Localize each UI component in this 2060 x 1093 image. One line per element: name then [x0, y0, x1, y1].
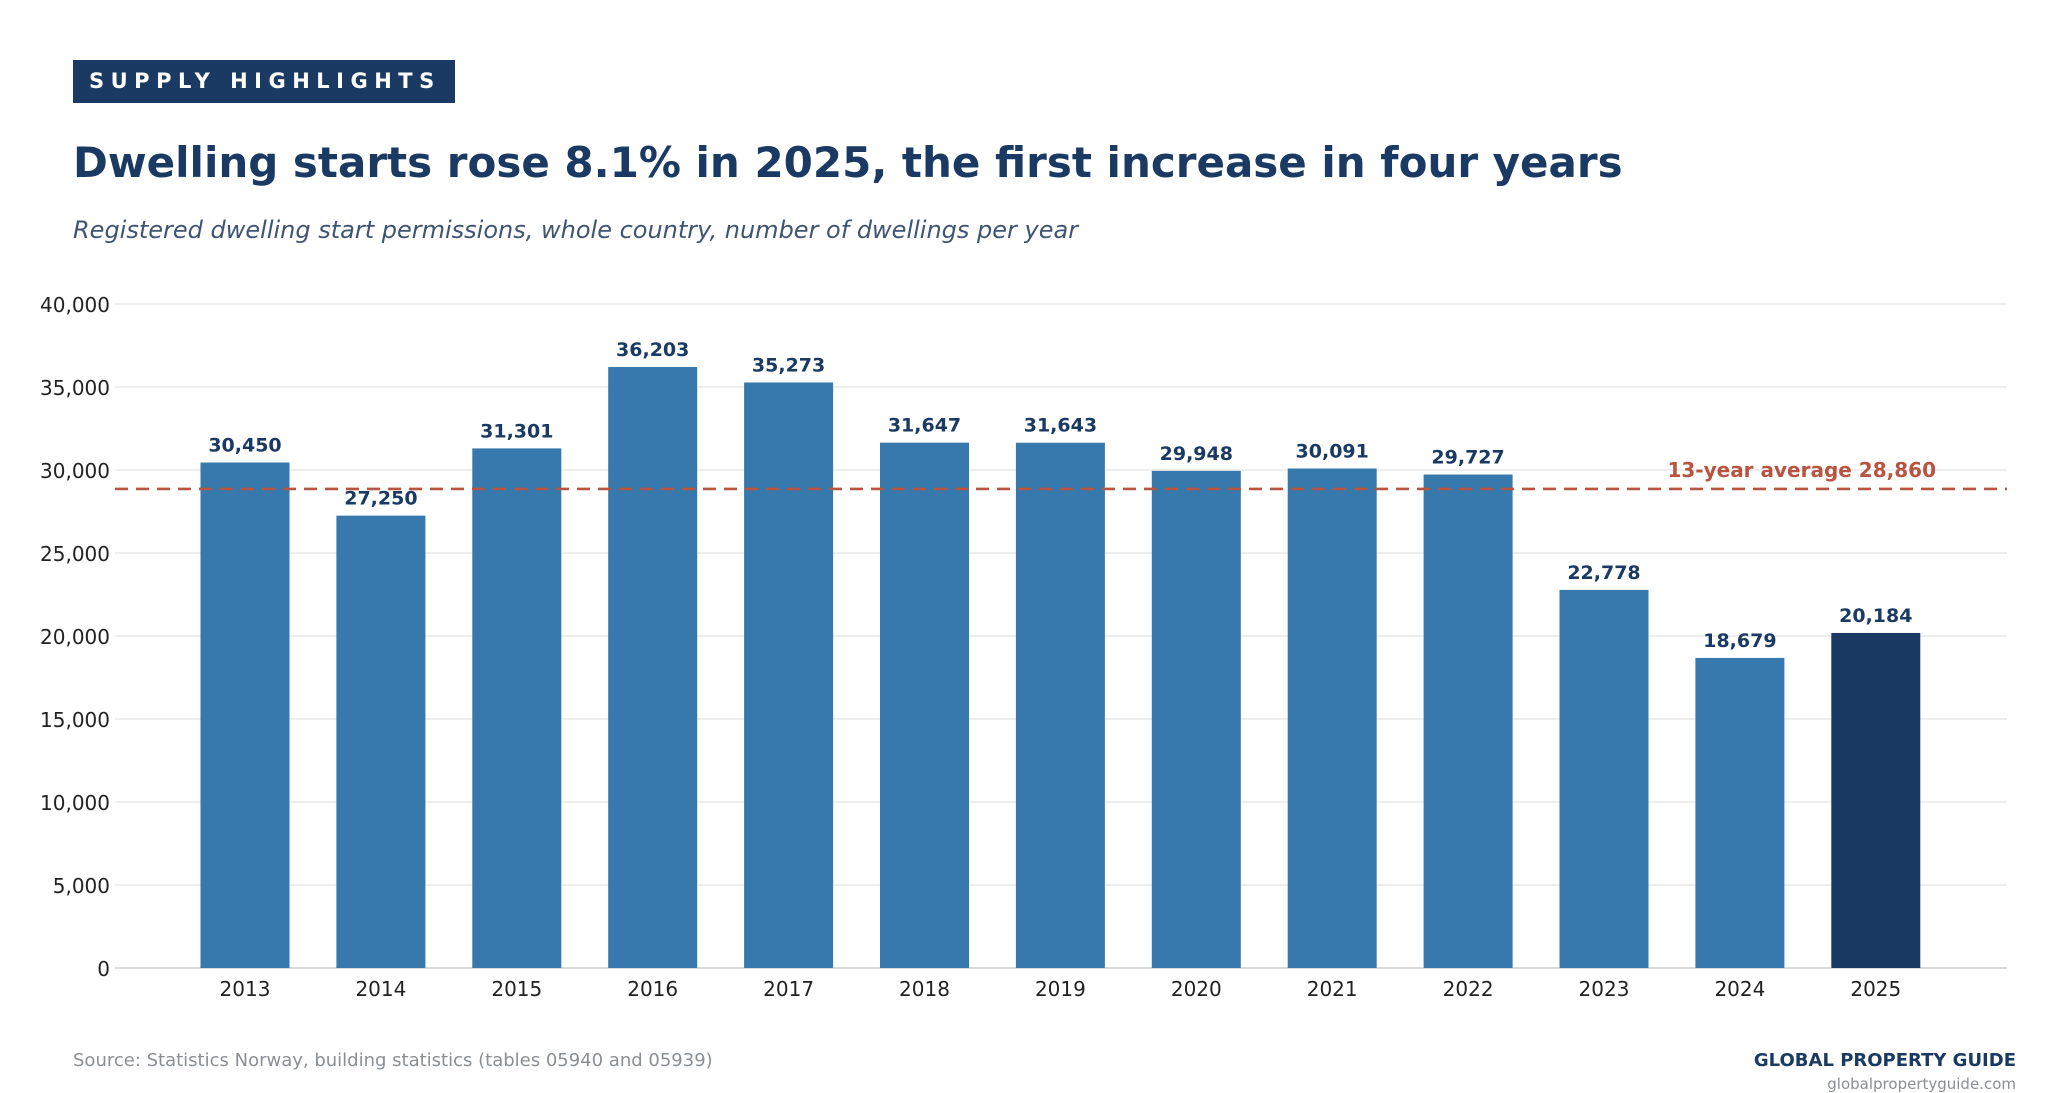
y-tick-label: 40,000 — [40, 293, 110, 317]
chart-subtitle: Registered dwelling start permissions, w… — [73, 216, 1079, 244]
y-tick-label: 0 — [97, 957, 110, 981]
data-label-2022: 29,727 — [1431, 447, 1504, 469]
bar-2017 — [744, 382, 834, 968]
x-tick-label: 2022 — [1443, 977, 1494, 1001]
data-label-2019: 31,643 — [1024, 415, 1097, 437]
brand-name: GLOBAL PROPERTY GUIDE — [1753, 1050, 2016, 1071]
data-label-2023: 22,778 — [1567, 562, 1640, 584]
y-tick-label: 25,000 — [40, 542, 110, 566]
y-tick-label: 30,000 — [40, 459, 110, 483]
brand-url: globalpropertyguide.com — [1827, 1075, 2016, 1093]
y-tick-label: 15,000 — [40, 708, 110, 732]
data-label-2018: 31,647 — [888, 415, 961, 437]
x-tick-label: 2013 — [220, 977, 271, 1001]
data-label-2020: 29,948 — [1160, 443, 1233, 465]
data-label-2014: 27,250 — [344, 488, 417, 510]
bar-2020 — [1151, 470, 1241, 968]
bar-2015 — [472, 448, 562, 968]
y-tick-label: 20,000 — [40, 625, 110, 649]
x-tick-label: 2024 — [1714, 977, 1765, 1001]
average-reference-label: 13-year average 28,860 — [1667, 458, 1936, 482]
x-tick-label: 2025 — [1850, 977, 1901, 1001]
x-tick-label: 2020 — [1171, 977, 1222, 1001]
x-tick-label: 2019 — [1035, 977, 1086, 1001]
bar-2022 — [1423, 474, 1513, 968]
bar-2025 — [1831, 632, 1921, 968]
x-tick-label: 2016 — [627, 977, 678, 1001]
bar-2016 — [608, 367, 698, 968]
section-badge: SUPPLY HIGHLIGHTS — [73, 60, 455, 103]
y-tick-label: 35,000 — [40, 376, 110, 400]
x-tick-label: 2014 — [355, 977, 406, 1001]
x-tick-label: 2015 — [491, 977, 542, 1001]
bar-2021 — [1287, 468, 1377, 968]
source-note: Source: Statistics Norway, building stat… — [73, 1050, 713, 1071]
data-label-2017: 35,273 — [752, 354, 825, 376]
x-tick-label: 2017 — [763, 977, 814, 1001]
data-label-2013: 30,450 — [208, 435, 281, 457]
data-label-2015: 31,301 — [480, 420, 553, 442]
x-tick-label: 2021 — [1307, 977, 1358, 1001]
bar-2014 — [336, 515, 426, 968]
data-label-2016: 36,203 — [616, 339, 689, 361]
bar-2013 — [200, 462, 290, 968]
bar-2018 — [880, 442, 969, 968]
bar-2019 — [1015, 442, 1105, 968]
y-tick-label: 5,000 — [53, 874, 110, 898]
chart-title: Dwelling starts rose 8.1% in 2025, the f… — [73, 138, 1623, 187]
bar-2023 — [1559, 589, 1649, 968]
bar-2024 — [1695, 657, 1785, 968]
y-tick-label: 10,000 — [40, 791, 110, 815]
data-label-2024: 18,679 — [1703, 630, 1776, 652]
x-tick-label: 2018 — [899, 977, 950, 1001]
data-label-2021: 30,091 — [1296, 440, 1369, 462]
x-tick-label: 2023 — [1579, 977, 1630, 1001]
data-label-2025: 20,184 — [1839, 605, 1912, 627]
